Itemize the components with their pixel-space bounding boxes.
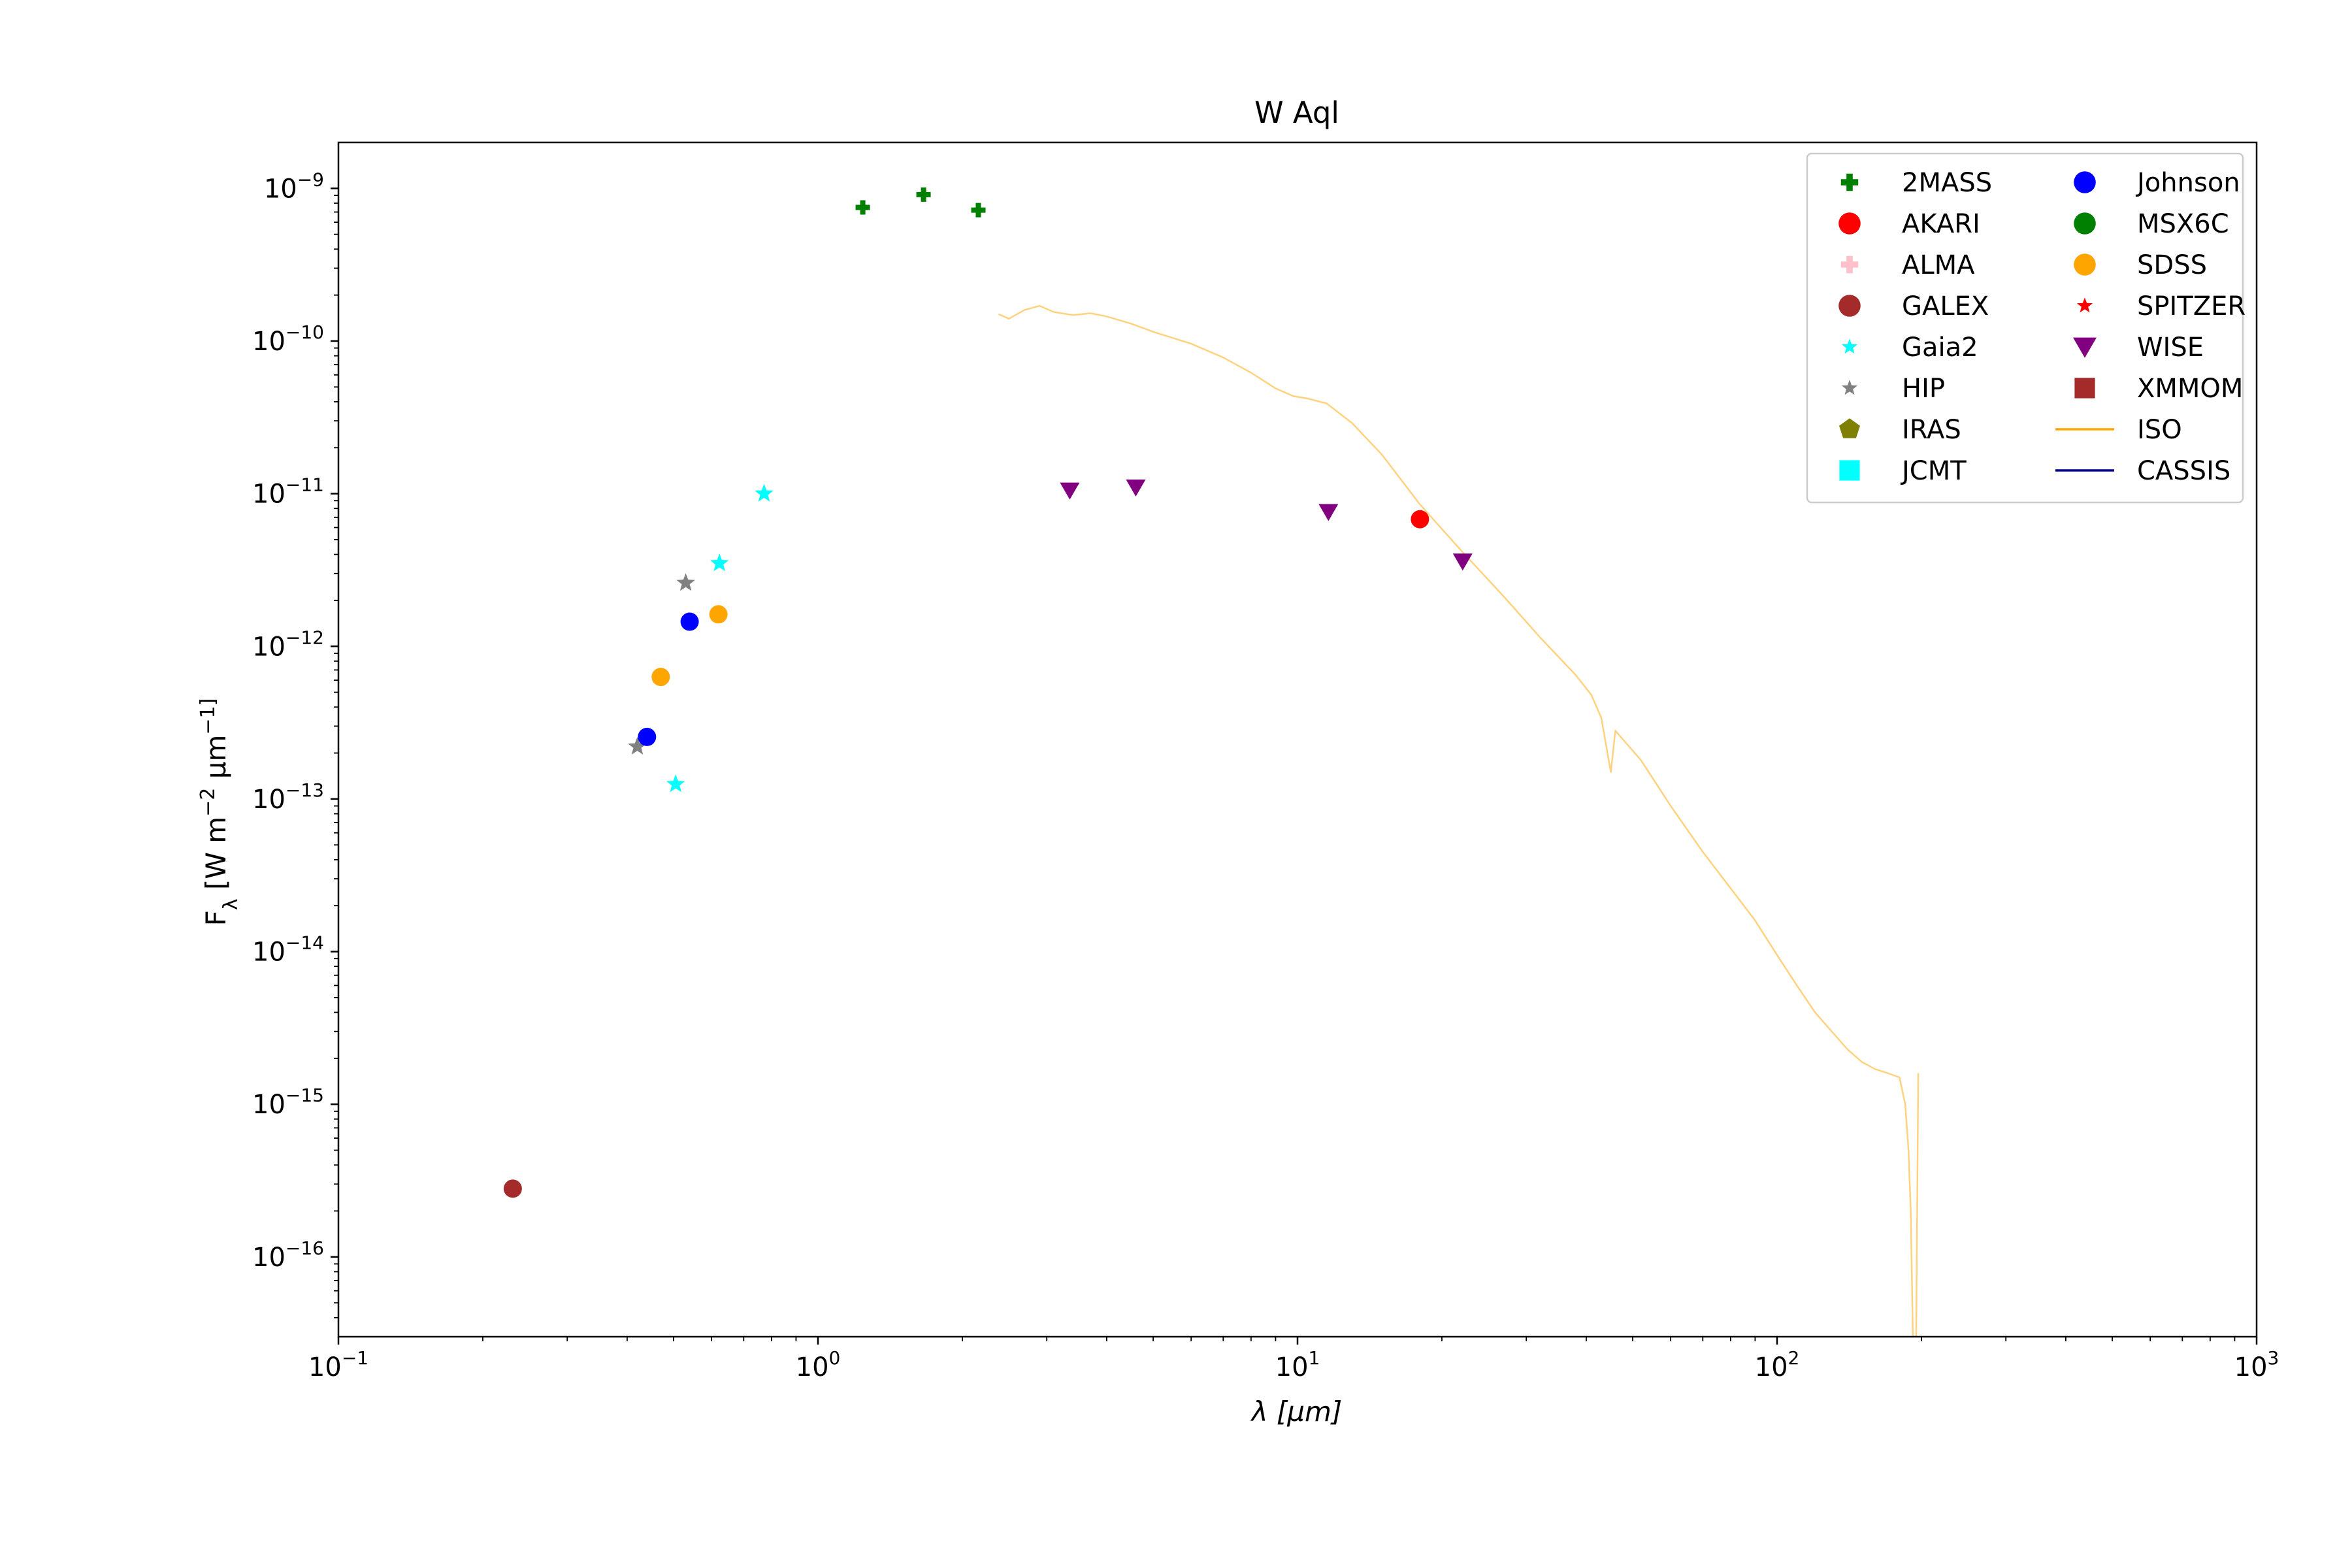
legend-label: GALEX	[1902, 291, 1989, 321]
chart-title: W Aql	[1254, 95, 1339, 130]
point-gaia2-2	[755, 483, 774, 502]
y-tick-label: 10−13	[252, 779, 324, 815]
legend-entry-galex: GALEX	[1838, 291, 1989, 321]
legend-entry-gaia2: Gaia2	[1841, 333, 1978, 363]
legend-entry-jcmt: JCMT	[1839, 456, 1967, 486]
point-gaia2-0	[666, 774, 685, 792]
y-axis-label: Fλ [W m−2 μm−1]	[197, 698, 242, 926]
legend-label: IRAS	[1902, 415, 1961, 445]
legend-label: HIP	[1902, 374, 1945, 404]
legend-marker-wise	[2073, 337, 2097, 358]
y-tick-label: 10−14	[252, 932, 324, 968]
legend-marker-alma	[1840, 255, 1859, 274]
legend-marker-iras	[1839, 418, 1860, 438]
point-gaia2-1	[710, 553, 729, 572]
legend-entry-akari: AKARI	[1838, 209, 1980, 239]
point-wise-2	[1318, 504, 1339, 521]
legend-marker-xmmom	[2074, 378, 2095, 399]
legend-marker-msx6c	[2074, 212, 2096, 235]
x-tick-label: 103	[2234, 1347, 2279, 1382]
y-tick-label: 10−15	[252, 1085, 324, 1120]
point-2mass-0	[855, 200, 870, 215]
legend-entry-johnson: Johnson	[2074, 168, 2240, 198]
legend-marker-galex	[1838, 295, 1861, 317]
plot-area	[503, 187, 1919, 1337]
legend-entry-hip: HIP	[1841, 374, 1945, 404]
legend-entry-msx6c: MSX6C	[2074, 209, 2229, 239]
x-tick-label: 101	[1275, 1347, 1320, 1382]
legend-marker-2mass	[1840, 173, 1859, 191]
point-2mass-1	[916, 187, 931, 202]
x-tick-label: 100	[796, 1347, 841, 1382]
y-tick-label: 10−16	[252, 1237, 324, 1273]
x-tick-label: 10−1	[308, 1347, 368, 1382]
legend-marker-spitzer	[2076, 297, 2093, 313]
legend-label: SPITZER	[2137, 291, 2246, 321]
x-tick-label: 102	[1755, 1347, 1800, 1382]
legend-entry-2mass: 2MASS	[1840, 168, 1992, 198]
legend-box	[1806, 152, 2244, 504]
legend-label: WISE	[2137, 333, 2204, 363]
point-galex-0	[503, 1179, 522, 1198]
legend-label: SDSS	[2137, 250, 2207, 280]
plot-content	[503, 187, 1919, 1337]
legend: 2MASS AKARI ALMA GALEX Gaia2 HIP IRAS JCMT Johns…	[1806, 152, 2246, 504]
legend-entry-cassis: CASSIS	[2055, 456, 2230, 486]
point-2mass-2	[971, 203, 986, 218]
legend-entry-sdss: SDSS	[2074, 250, 2207, 280]
point-johnson-0	[638, 727, 657, 746]
point-akari-0	[1411, 510, 1429, 529]
legend-entry-alma: ALMA	[1840, 250, 1975, 280]
legend-entry-spitzer: SPITZER	[2076, 291, 2246, 321]
y-tick-label: 10−9	[264, 169, 324, 204]
legend-label: CASSIS	[2137, 456, 2230, 486]
legend-marker-sdss	[2074, 253, 2096, 276]
legend-label: ALMA	[1902, 250, 1975, 280]
legend-marker-gaia2	[1841, 338, 1858, 354]
point-johnson-1	[680, 612, 699, 631]
x-axis-label: λ [μm]	[1250, 1396, 1343, 1428]
axes: 10−1 100 101 102 103 10−16 10−15 10−14 10−13 10−1…	[252, 141, 2279, 1382]
legend-entry-iso: ISO	[2055, 415, 2182, 445]
legend-entry-xmmom: XMMOM	[2074, 374, 2243, 404]
y-tick-label: 10−12	[252, 627, 324, 662]
point-wise-1	[1126, 479, 1146, 497]
legend-label: 2MASS	[1902, 168, 1992, 198]
legend-marker-hip	[1841, 380, 1858, 395]
point-hip-0	[628, 736, 647, 755]
legend-label: JCMT	[1900, 456, 1967, 486]
point-wise-3	[1452, 553, 1473, 571]
series-line-iso	[998, 304, 1919, 1337]
point-sdss-1	[709, 605, 728, 624]
legend-label: XMMOM	[2137, 374, 2243, 404]
point-wise-0	[1060, 482, 1080, 500]
legend-label: MSX6C	[2137, 209, 2229, 239]
y-tick-label: 10−10	[252, 321, 324, 357]
legend-label: Gaia2	[1902, 333, 1978, 363]
legend-entry-iras: IRAS	[1839, 415, 1961, 445]
legend-label: ISO	[2137, 415, 2182, 445]
point-sdss-0	[651, 668, 670, 687]
legend-entry-wise: WISE	[2073, 333, 2204, 363]
legend-marker-akari	[1838, 212, 1861, 235]
legend-label: Johnson	[2135, 168, 2240, 198]
legend-marker-jcmt	[1839, 460, 1860, 481]
point-hip-1	[676, 573, 695, 591]
legend-marker-johnson	[2074, 171, 2096, 193]
legend-label: AKARI	[1902, 209, 1980, 239]
y-tick-label: 10−11	[252, 474, 324, 510]
